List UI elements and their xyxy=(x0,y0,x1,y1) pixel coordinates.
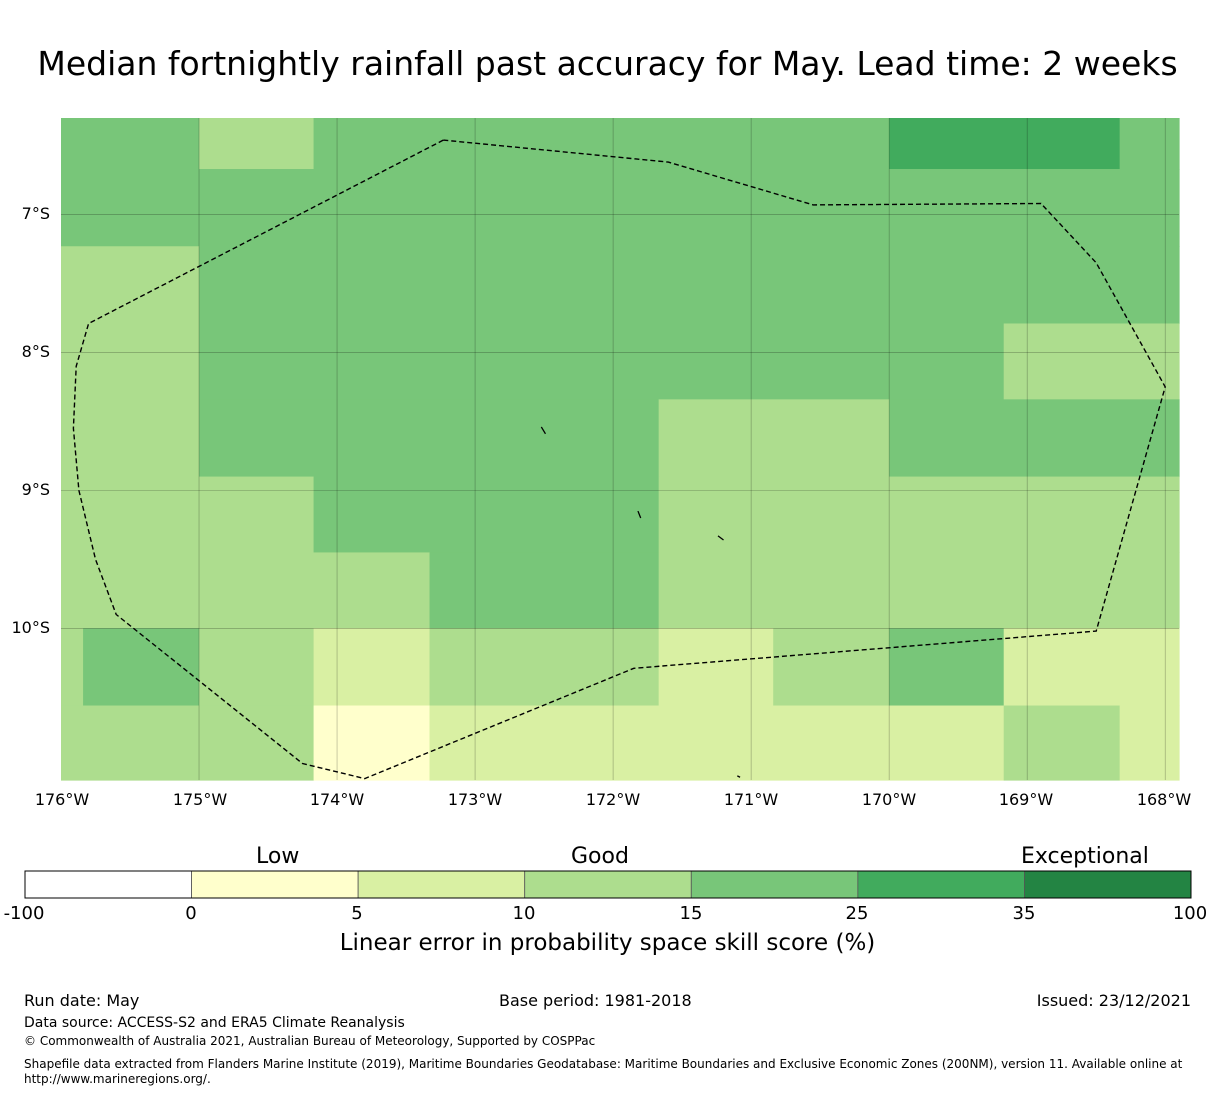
grid-cell xyxy=(429,628,660,707)
lon-tick-label: 176°W xyxy=(34,790,90,809)
colorbar-tick-label: 5 xyxy=(351,903,363,924)
grid-cell xyxy=(199,628,315,707)
grid-cell xyxy=(658,628,774,707)
colorbar-tick-label: -100 xyxy=(3,903,45,924)
colorbar-segment xyxy=(1024,870,1192,899)
grid-cell xyxy=(658,476,1180,554)
colorbar-segment xyxy=(524,870,692,899)
grid-cell xyxy=(313,628,431,707)
island-outline xyxy=(717,535,724,541)
lat-tick-label: 10°S xyxy=(11,618,50,637)
island-outline xyxy=(637,510,642,519)
lat-tick-label: 8°S xyxy=(21,342,50,361)
grid-cell xyxy=(61,705,315,781)
colorbar-tick-label: 0 xyxy=(185,903,197,924)
run-date: Run date: May xyxy=(24,991,140,1010)
colorbar-tick-label: 35 xyxy=(1012,903,1036,924)
colorbar-segment xyxy=(191,870,359,899)
lon-tick-label: 171°W xyxy=(723,790,779,809)
lon-tick-label: 173°W xyxy=(447,790,503,809)
colorbar-tick-label: 15 xyxy=(679,903,703,924)
lat-tick-label: 9°S xyxy=(21,480,50,499)
grid-cell xyxy=(199,323,1005,400)
colorbar-frame xyxy=(24,870,1192,899)
issued-date: Issued: 23/12/2021 xyxy=(1036,991,1191,1010)
eez-boundary-line xyxy=(72,139,1166,780)
grid-cell xyxy=(889,399,1180,478)
grid-cell xyxy=(61,246,200,478)
grid-cell xyxy=(429,552,660,629)
grid-cell xyxy=(429,705,1005,781)
colorbar-word-good: Good xyxy=(571,844,629,869)
grid-cell xyxy=(61,552,431,629)
grid-cell xyxy=(313,118,890,170)
colorbar-tick-label: 10 xyxy=(512,903,536,924)
grid-cell xyxy=(199,246,1180,325)
colorbar-word-exceptional: Exceptional xyxy=(1021,844,1149,869)
map-gridlines xyxy=(61,118,1179,780)
grid-cell xyxy=(199,399,660,478)
grid-cell xyxy=(1003,705,1121,781)
island-outline xyxy=(737,775,741,778)
grid-cell xyxy=(1003,323,1180,400)
lon-tick-label: 174°W xyxy=(309,790,365,809)
rainfall-accuracy-map xyxy=(61,118,1180,781)
lon-tick-label: 168°W xyxy=(1136,790,1192,809)
grid-cell xyxy=(889,118,1121,170)
colorbar-segment xyxy=(24,870,192,899)
grid-cell xyxy=(83,628,200,707)
grid-cell xyxy=(61,628,84,707)
colorbar-segment xyxy=(857,870,1025,899)
grid-cell xyxy=(313,705,431,781)
grid-cell xyxy=(1003,628,1180,707)
colorbar-label: Linear error in probability space skill … xyxy=(339,930,876,956)
map-title: Median fortnightly rainfall past accurac… xyxy=(37,44,1178,83)
grid-cell xyxy=(889,628,1005,707)
islands xyxy=(540,426,741,778)
colorbar-segment xyxy=(690,870,859,899)
colorbar xyxy=(24,870,1192,899)
grid-cell xyxy=(658,399,890,478)
colorbar-tick-label: 25 xyxy=(845,903,869,924)
grid-cell xyxy=(658,552,1180,629)
colorbar-word-low: Low xyxy=(256,844,300,869)
shapefile-credit: Shapefile data extracted from Flanders M… xyxy=(24,1057,1183,1086)
lon-tick-label: 175°W xyxy=(172,790,228,809)
grid-cell xyxy=(773,628,890,707)
grid-cell xyxy=(199,118,315,170)
data-source: Data source: ACCESS-S2 and ERA5 Climate … xyxy=(24,1015,405,1031)
grid-cell xyxy=(1119,118,1180,170)
base-period: Base period: 1981-2018 xyxy=(499,991,692,1010)
island-outline xyxy=(540,426,547,435)
colorbar-tick-label: 100 xyxy=(1172,903,1208,924)
lon-tick-label: 170°W xyxy=(861,790,917,809)
grid-cell xyxy=(199,169,1180,247)
grid-cell xyxy=(313,476,660,554)
skill-score-grid xyxy=(61,118,1180,781)
eez-boundary xyxy=(72,139,1166,780)
grid-cell xyxy=(61,476,315,554)
lon-tick-label: 169°W xyxy=(998,790,1054,809)
grid-cell xyxy=(61,118,200,247)
lon-tick-label: 172°W xyxy=(585,790,641,809)
grid-cell xyxy=(1119,705,1180,781)
lat-tick-label: 7°S xyxy=(21,204,50,223)
colorbar-segment xyxy=(357,870,526,899)
copyright: © Commonwealth of Australia 2021, Austra… xyxy=(24,1034,596,1048)
